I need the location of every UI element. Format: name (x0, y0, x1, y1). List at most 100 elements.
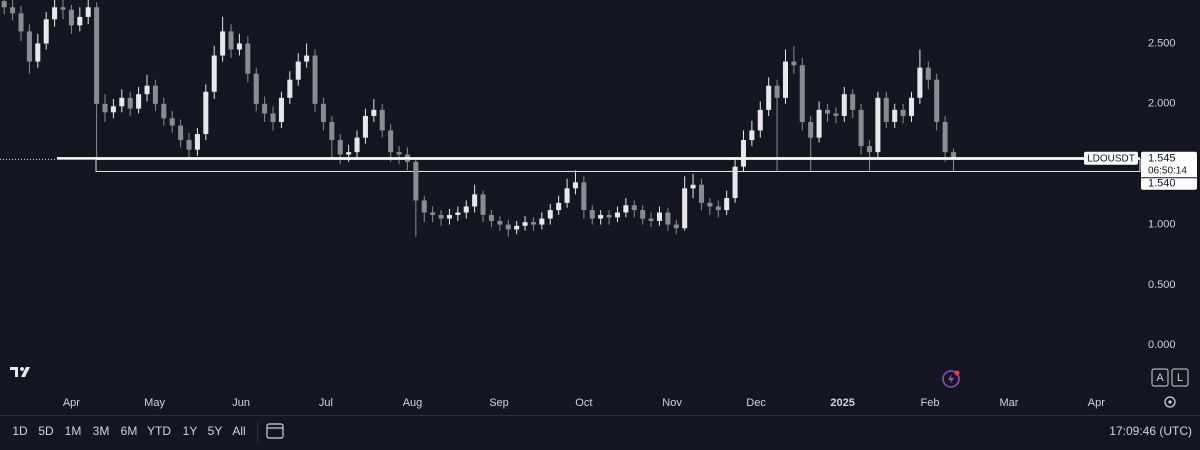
candle-body (757, 109, 763, 131)
candle-body (211, 55, 217, 92)
candle-body (900, 109, 906, 116)
candle-body (925, 67, 931, 80)
candle-body (866, 146, 873, 153)
x-tick-label: Nov (662, 397, 682, 409)
candle-body (295, 61, 301, 80)
candle-body (556, 202, 562, 211)
candle-body (262, 103, 268, 114)
candle-body (270, 113, 276, 122)
last-price: 1.545 (1148, 153, 1176, 165)
x-tick-label: Mar (999, 397, 1018, 409)
candle-body (144, 85, 150, 95)
candle-body (732, 166, 738, 199)
candle-body (18, 13, 24, 32)
candle-body (312, 55, 318, 104)
candle-body (665, 212, 671, 225)
candle-body (396, 152, 402, 155)
date-range-icon[interactable] (266, 423, 284, 439)
candle-body (623, 205, 629, 213)
logo-shape (10, 367, 30, 377)
candle-body (539, 218, 545, 225)
candle-body (791, 61, 797, 66)
candle-body (816, 109, 822, 138)
candle-body (127, 97, 133, 109)
candle-body (488, 214, 494, 221)
range-button[interactable]: 5D (38, 424, 54, 438)
range-button[interactable]: YTD (147, 424, 171, 438)
scale-button-frame[interactable] (1171, 368, 1189, 387)
candle-body (942, 121, 948, 153)
candle-body (60, 7, 66, 10)
gear (1164, 396, 1176, 408)
candle-body (35, 43, 41, 62)
y-tick-label: 1.000 (1148, 218, 1176, 230)
candle-body (774, 85, 780, 98)
candle-body (421, 200, 427, 213)
x-tick-label: Feb (920, 397, 939, 409)
candle-body (472, 194, 478, 207)
candle-body (572, 182, 578, 189)
candle-body (724, 198, 730, 211)
candle-body (589, 210, 595, 219)
candle-body (640, 210, 646, 219)
settings-icon[interactable] (1164, 396, 1176, 408)
candle-body (530, 222, 536, 225)
candle-body (337, 140, 343, 155)
candle-body (379, 109, 385, 131)
candle-body (102, 103, 108, 113)
x-tick-label: Aug (403, 397, 423, 409)
candle-body (203, 91, 209, 135)
range-button[interactable]: All (232, 424, 245, 438)
range-button[interactable]: 1D (12, 424, 28, 438)
scale-button[interactable]: A (1156, 372, 1164, 384)
candle-body (94, 7, 100, 104)
candle-body (1, 1, 7, 8)
range-button[interactable]: 5Y (208, 424, 223, 438)
range-button[interactable]: 1M (65, 424, 82, 438)
candle-body (161, 103, 167, 119)
symbol-label: LDOUSDT (1087, 153, 1135, 164)
icon-dot (954, 370, 960, 376)
gear-center (1168, 400, 1172, 404)
candle-body (707, 202, 713, 207)
candle-body (77, 16, 83, 26)
candle-body (581, 182, 587, 211)
range-button[interactable]: 3M (93, 424, 110, 438)
candle-body (455, 212, 461, 215)
candle-body (606, 214, 612, 218)
candle-body (245, 43, 251, 74)
scale-button[interactable]: L (1177, 372, 1183, 384)
candle-body (497, 220, 503, 225)
range-button[interactable]: 1Y (183, 424, 198, 438)
lightning-icon[interactable] (942, 370, 960, 388)
candle-body (43, 19, 49, 44)
x-tick-label: 2025 (830, 397, 854, 409)
candle-body (766, 85, 772, 110)
hline-label: 1.540 (1148, 178, 1176, 190)
candle-body (799, 65, 805, 122)
candle-body (908, 97, 915, 116)
candle-body (698, 184, 704, 203)
candle-body (749, 130, 755, 141)
candle-body (85, 7, 91, 17)
candle-body (119, 97, 125, 107)
candle-body (430, 212, 436, 215)
candle-body (228, 31, 234, 50)
y-tick-label: 2.000 (1148, 98, 1176, 110)
y-tick-label: 2.500 (1148, 37, 1176, 49)
candle-body (514, 225, 520, 230)
x-tick-label: Dec (746, 397, 766, 409)
scale-button-frame[interactable] (1151, 368, 1169, 387)
candle-body (690, 184, 696, 189)
y-tick-label: 0.000 (1148, 339, 1176, 351)
candle-body (598, 214, 604, 219)
candle-body (463, 206, 469, 213)
countdown: 06:50:14 (1148, 165, 1187, 176)
candle-body (850, 94, 856, 110)
range-button[interactable]: 6M (121, 424, 138, 438)
x-tick-label: Apr (1088, 397, 1105, 409)
candle-body (480, 194, 486, 215)
candle-body (10, 7, 16, 14)
